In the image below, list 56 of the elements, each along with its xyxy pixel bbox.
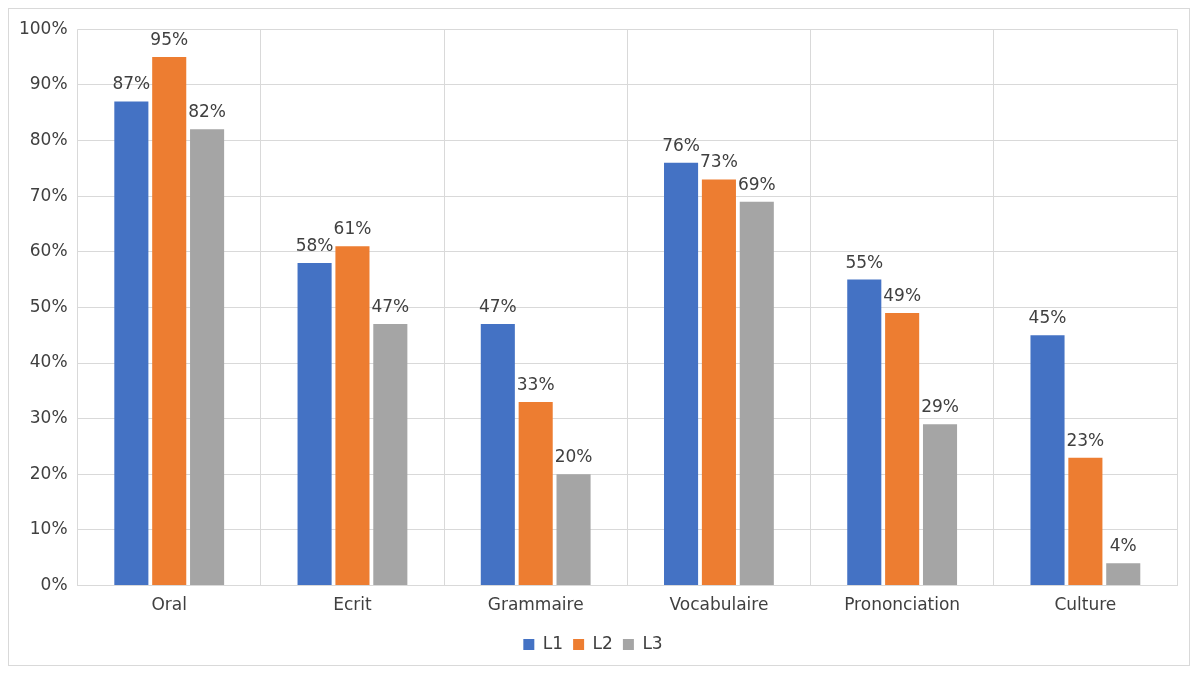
data-label: 73% [700,151,738,172]
x-tick-label: Culture [1054,594,1117,615]
y-tick-label: 20% [29,462,68,483]
data-label: 49% [883,284,922,305]
y-tick-label: 0% [40,574,68,595]
bar [1068,457,1103,586]
y-tick-label: 90% [29,73,68,94]
bar [297,262,332,586]
bar [701,179,736,586]
legend-label: L2 [592,632,613,653]
data-label: 58% [295,234,334,255]
data-label: 47% [478,296,517,317]
bar [1106,563,1141,586]
x-tick-label: Grammaire [487,594,584,615]
x-tick-label: Prononciation [844,594,961,615]
y-tick-label: 70% [29,184,68,205]
bar [664,162,699,586]
data-label: 69% [737,173,776,194]
y-tick-label: 50% [29,295,68,316]
bar [739,201,774,586]
bar [847,279,882,586]
data-label: 55% [845,251,884,272]
bar [922,424,958,586]
data-label: 76% [662,134,700,155]
bar [1030,335,1065,586]
bar [190,129,225,586]
data-label: 33% [516,373,555,394]
y-tick-label: 30% [29,407,68,428]
y-tick-label: 60% [29,240,68,261]
data-label: 45% [1028,307,1067,328]
bar [885,312,920,586]
legend-label: L1 [542,632,564,653]
data-label: 29% [921,396,959,417]
bar [335,246,370,586]
data-label: 82% [188,101,226,122]
y-tick-label: 10% [29,518,68,539]
bar [114,101,149,586]
data-label: 23% [1066,429,1105,450]
data-label: 47% [371,296,410,317]
bar [556,474,591,586]
bar [373,324,408,586]
y-tick-label: 80% [29,128,68,149]
bar [152,57,187,586]
x-tick-label: Ecrit [333,594,373,615]
bar [518,401,553,586]
y-tick-label: 100% [18,17,68,38]
x-tick-label: Vocabulaire [669,594,769,615]
data-label: 87% [112,73,151,94]
y-tick-label: 40% [29,351,68,372]
bar [480,324,515,586]
data-label: 61% [333,218,372,239]
data-label: 4% [1109,535,1137,556]
data-label: 20% [554,446,593,467]
x-tick-label: Oral [151,594,187,615]
legend-label: L3 [642,632,663,653]
data-label: 95% [150,28,189,49]
